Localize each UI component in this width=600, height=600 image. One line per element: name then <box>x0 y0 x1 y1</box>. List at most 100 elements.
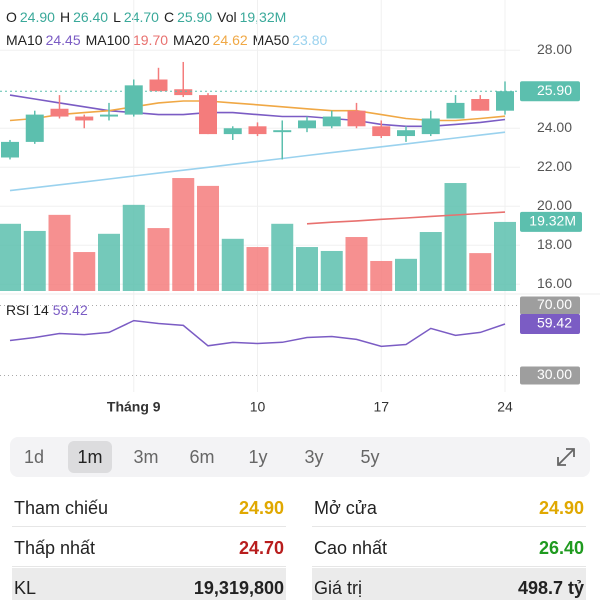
rsi-title: RSI 14 59.42 <box>6 302 88 318</box>
stat-value: 26.40 <box>538 538 584 558</box>
ma-label: MA50 <box>252 32 290 48</box>
header-value: 19,32M <box>239 9 287 25</box>
candle-body <box>421 118 440 135</box>
header-value: 24.90 <box>19 9 55 25</box>
ma-value: 24.45 <box>45 32 81 48</box>
candle-body <box>149 79 168 92</box>
volume-box <box>520 211 582 232</box>
stat-cell: KL 19,319,800 <box>12 568 286 600</box>
volume-bar <box>73 252 96 291</box>
stat-label: Mở cửa <box>314 498 377 518</box>
ma-label: MA20 <box>173 32 210 48</box>
candle-body <box>372 126 391 137</box>
candle-body <box>100 114 118 117</box>
volume-bar <box>23 230 46 291</box>
rsi-level-label: 70.00 <box>537 296 572 312</box>
stat-label: Giá trị <box>314 578 363 598</box>
volume-bar <box>271 223 294 291</box>
stat-cell: Tham chiếu 24.90 <box>12 488 286 527</box>
volume-bar <box>48 214 71 291</box>
header-value: 24.70 <box>123 9 159 25</box>
volume-bar <box>172 178 195 291</box>
y-tick-label: 16.00 <box>537 275 572 291</box>
ma-line <box>9 131 506 192</box>
stat-label: Cao nhất <box>314 538 388 558</box>
volume-bar <box>221 238 244 291</box>
ma-header: MA10 24.45 MA100 19.70 MA20 24.62 MA50 23.80 <box>6 32 332 48</box>
candle-body <box>446 102 465 119</box>
header-value: 26.40 <box>73 9 109 25</box>
rsi-value-box <box>520 314 580 335</box>
last-price-box <box>520 81 580 102</box>
header-label: Vol <box>217 9 237 25</box>
candle-body <box>347 110 366 127</box>
x-tick-label: 17 <box>373 399 389 415</box>
period-tab[interactable]: 6m <box>189 447 215 467</box>
candle-body <box>248 126 267 135</box>
stat-cell: Thấp nhất 24.70 <box>12 528 286 567</box>
header-label: C <box>163 9 175 25</box>
volume-bar <box>370 260 393 291</box>
rsi-line <box>9 319 506 348</box>
candle-body <box>174 89 193 96</box>
last-price-label: 25.90 <box>537 82 572 98</box>
rsi-value: 59.42 <box>53 302 88 318</box>
ma-value: 24.62 <box>212 32 248 48</box>
y-tick-label: 24.00 <box>537 119 572 135</box>
expand-icon[interactable] <box>554 445 578 469</box>
y-tick-label: 20.00 <box>537 197 572 213</box>
rsi-name: RSI 14 <box>6 302 49 318</box>
x-tick-label: Tháng 9 <box>107 399 161 415</box>
stat-cell: Cao nhất 26.40 <box>312 528 586 567</box>
ma-value: 19.70 <box>132 32 169 48</box>
candle-body <box>223 128 242 135</box>
ma-value: 23.80 <box>292 32 328 48</box>
period-tab[interactable]: 1d <box>23 447 45 467</box>
volume-bar <box>122 204 145 291</box>
header-label: H <box>59 9 71 25</box>
stat-label: KL <box>14 578 37 598</box>
volume-bar <box>345 237 368 291</box>
stat-label: Tham chiếu <box>14 498 109 518</box>
candle-body <box>199 95 217 135</box>
stat-label: Thấp nhất <box>14 538 96 558</box>
period-tab[interactable]: 3y <box>304 447 324 467</box>
rsi-level-box <box>520 296 580 315</box>
ma-label: MA100 <box>85 32 130 48</box>
rsi-level-label: 30.00 <box>537 366 572 382</box>
stat-value: 24.90 <box>538 498 584 518</box>
ma-label: MA10 <box>6 32 43 48</box>
volume-bar <box>469 253 492 291</box>
y-tick-label: 18.00 <box>537 236 572 252</box>
volume-bar <box>197 185 219 291</box>
stat-value: 498.7 tỷ <box>517 578 584 598</box>
header-label: O <box>6 9 17 25</box>
rsi-value-label: 59.42 <box>537 315 572 331</box>
stat-cell: Giá trị 498.7 tỷ <box>312 568 586 600</box>
volume-bar <box>147 228 170 291</box>
x-tick-label: 10 <box>250 399 266 415</box>
candle-body <box>496 91 514 111</box>
period-tab[interactable]: 1y <box>248 447 268 467</box>
y-tick-label: 22.00 <box>537 158 572 174</box>
volume-bar <box>320 250 343 291</box>
volume-bar <box>494 221 516 291</box>
candle-body <box>75 116 94 121</box>
y-tick-label: 28.00 <box>537 41 572 57</box>
period-tab[interactable]: 3m <box>133 447 159 467</box>
volume-bar <box>98 233 120 291</box>
candle-body <box>1 141 19 158</box>
ma-line <box>306 211 506 225</box>
volume-bar <box>246 247 269 291</box>
candle-body <box>273 130 292 133</box>
period-tabs: 1d 1m 3m 6m 1y 3y 5y <box>10 437 590 477</box>
rsi-level-box <box>520 366 580 385</box>
period-tab[interactable]: 1m <box>68 441 112 473</box>
candle-body <box>124 85 143 115</box>
candle-body <box>25 114 44 142</box>
volume-label: 19.32M <box>529 213 576 229</box>
period-tab[interactable]: 5y <box>360 447 380 467</box>
candle-body <box>397 130 415 137</box>
volume-bar <box>444 183 467 291</box>
